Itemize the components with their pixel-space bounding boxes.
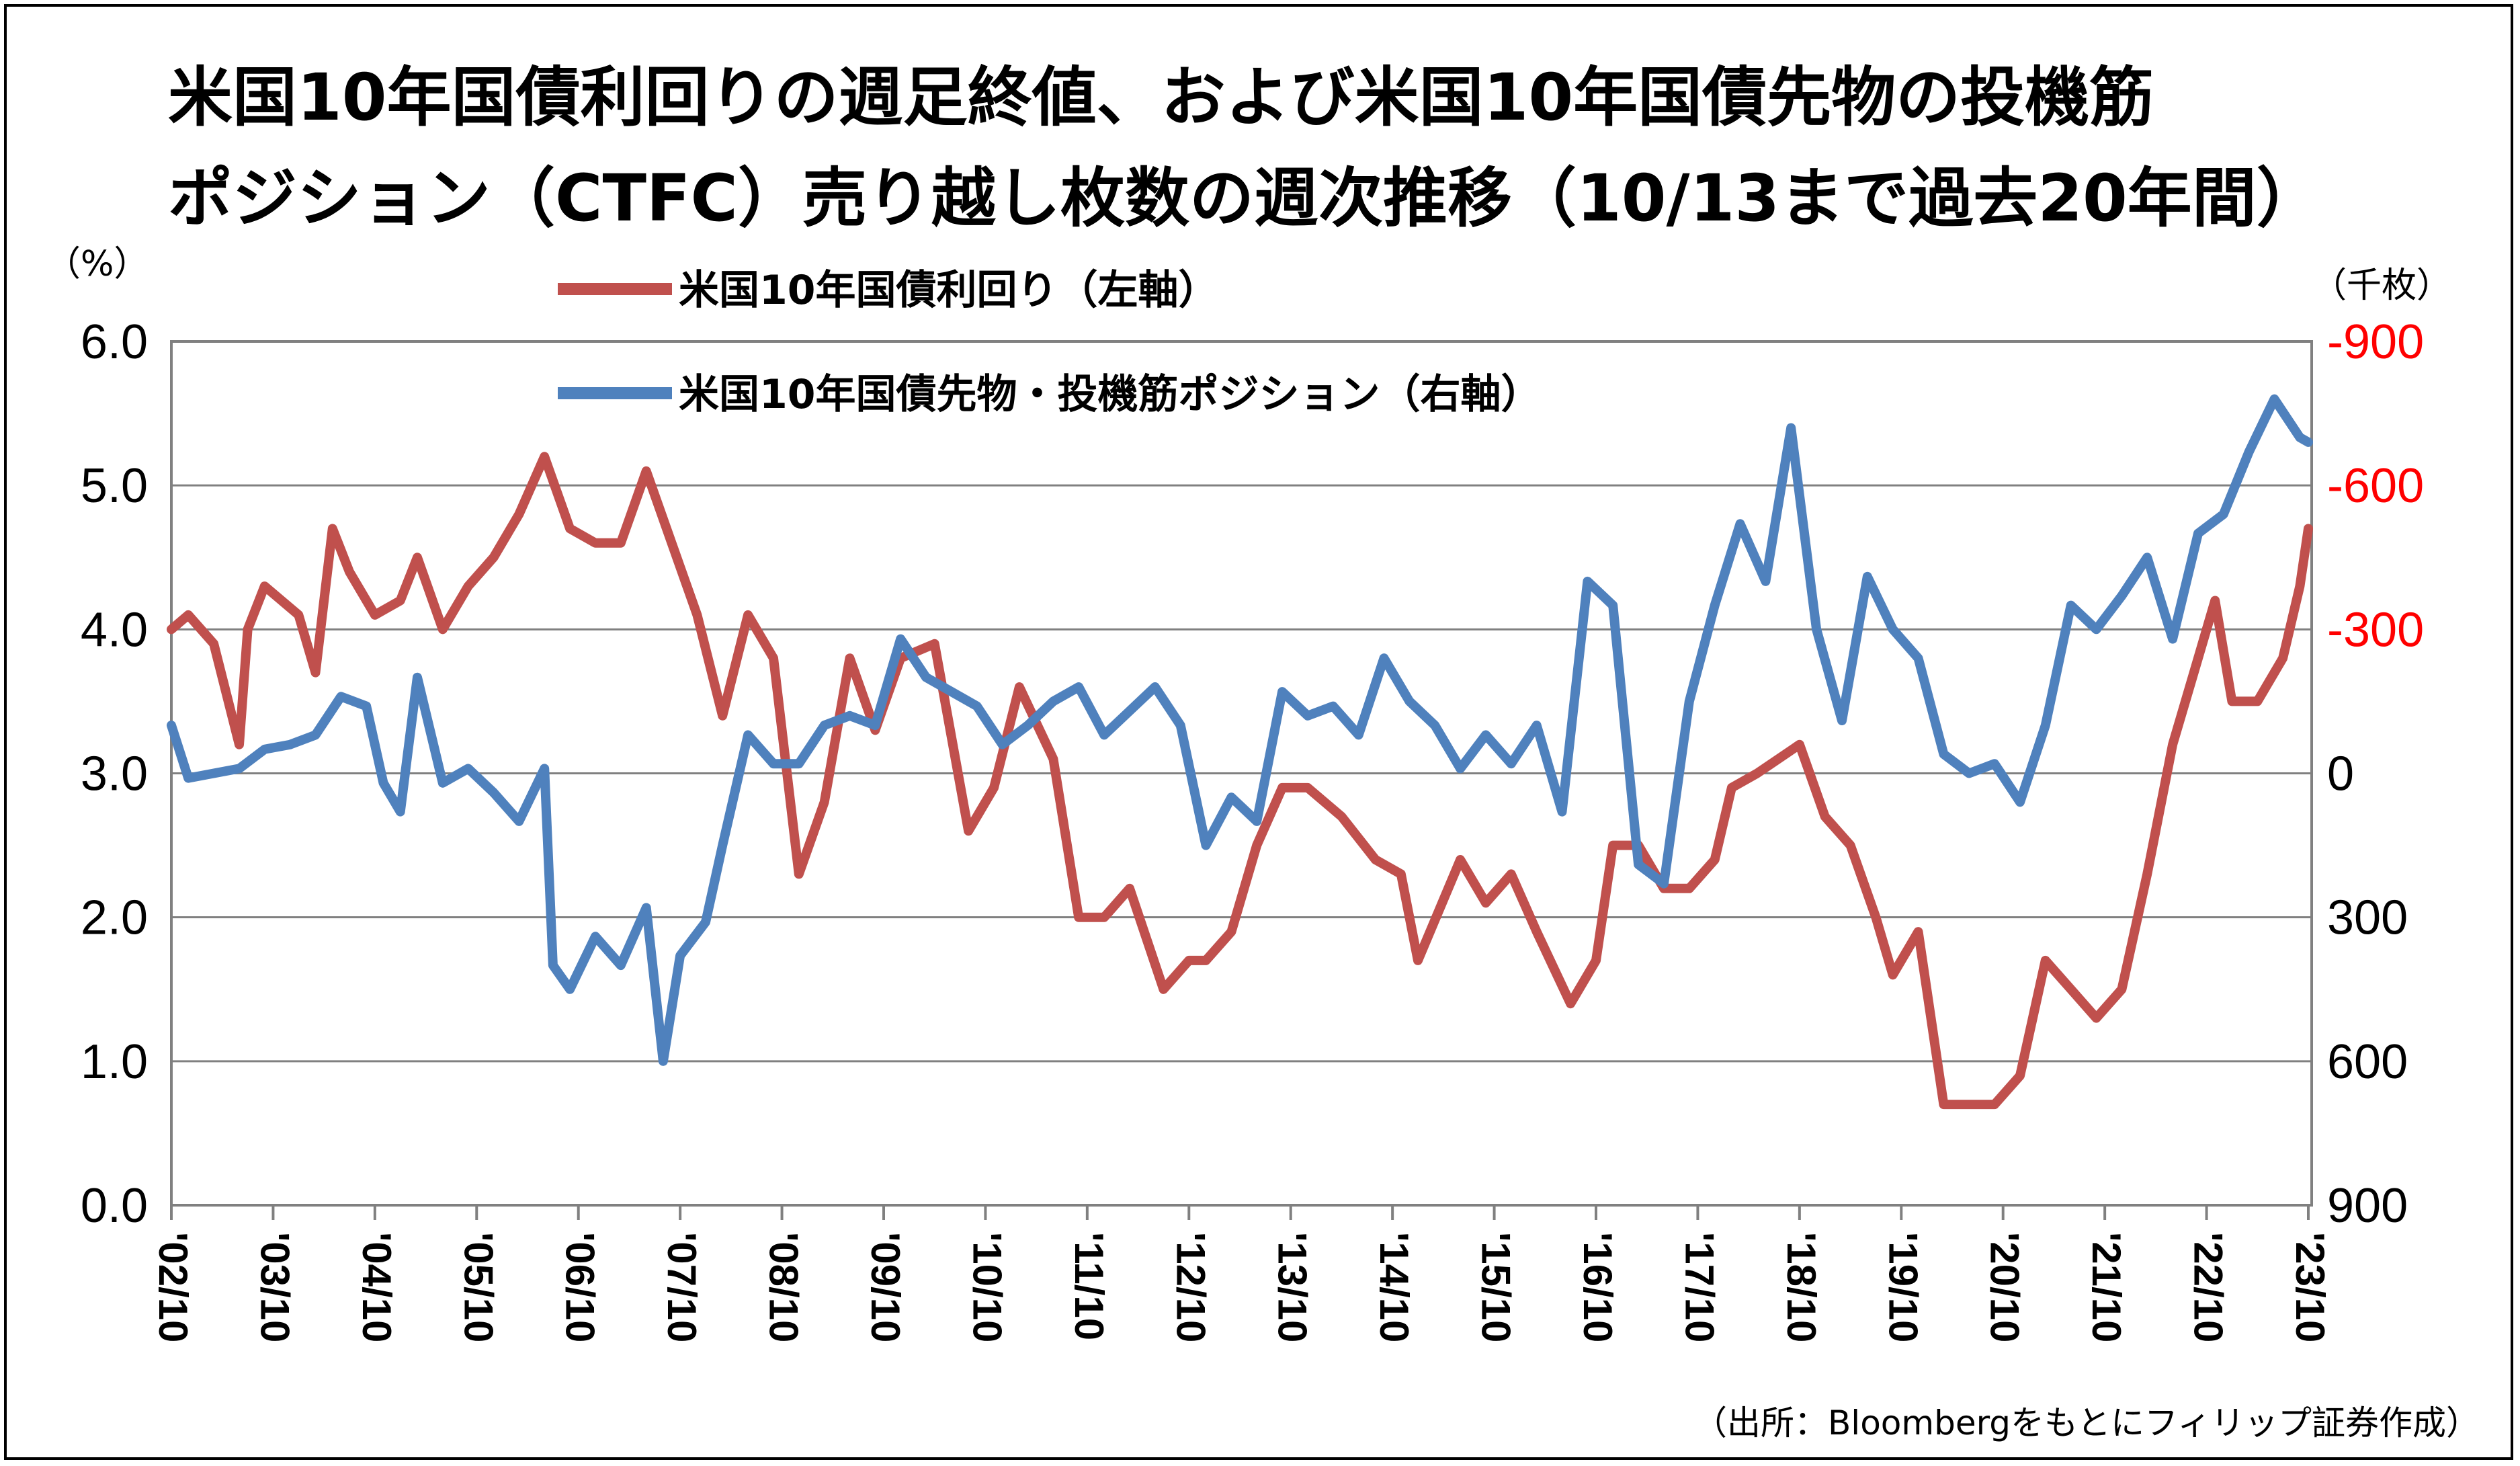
chart-frame: [4, 4, 2513, 1460]
left-tick-label: 6.0: [81, 315, 148, 369]
x-tick-label: '04/10: [354, 1232, 399, 1342]
legend: 米国10年国債利回り（左軸） 米国10年国債先物・投機筋ポジション（右軸）: [558, 267, 1542, 418]
left-tick-label: 5.0: [81, 459, 148, 513]
x-tick-label: '12/10: [1168, 1232, 1213, 1342]
right-tick-label: -900: [2327, 315, 2424, 369]
source-note: （出所：Bloombergをもとにフィリップ証券作成）: [1693, 1403, 2480, 1442]
x-tick-label: '19/10: [1880, 1232, 1925, 1342]
position-series-line: [167, 394, 2313, 1066]
right-tick-label: 300: [2327, 891, 2408, 945]
x-tick-label: '07/10: [659, 1232, 704, 1342]
x-tick-label: '20/10: [1982, 1232, 2027, 1342]
right-tick-label: -300: [2327, 603, 2424, 657]
x-tick-label: '10/10: [964, 1232, 1009, 1342]
left-axis-ticks: 6.0 5.0 4.0 3.0 2.0 1.0 0.0: [81, 315, 148, 1233]
x-tick-label: '06/10: [558, 1232, 603, 1342]
title-line-2: ポジション（CTFC）売り越し枚数の週次推移（10/13まで過去20年間）: [168, 161, 2321, 236]
right-tick-label: 0: [2327, 747, 2354, 801]
legend-label-position: 米国10年国債先物・投機筋ポジション（右軸）: [679, 371, 1542, 418]
left-tick-label: 0.0: [81, 1179, 148, 1233]
left-tick-label: 4.0: [81, 603, 148, 657]
right-tick-label: 600: [2327, 1035, 2408, 1089]
x-tick-label: '09/10: [863, 1232, 908, 1342]
x-tick-label: '17/10: [1677, 1232, 1722, 1342]
left-axis-unit: （%）: [46, 244, 149, 284]
right-axis-unit: （千枚）: [2312, 266, 2451, 306]
left-tick-label: 3.0: [81, 747, 148, 801]
yield-series-line: [167, 452, 2313, 1110]
title-line-1: 米国10年国債利回りの週足終値、および米国10年国債先物の投機筋: [168, 60, 2154, 135]
x-tick-label: '08/10: [761, 1232, 806, 1342]
x-tick-label: '05/10: [456, 1232, 501, 1342]
legend-label-yield: 米国10年国債利回り（左軸）: [679, 267, 1219, 314]
left-tick-label: 1.0: [81, 1035, 148, 1089]
x-tick-label: '02/10: [151, 1232, 196, 1342]
x-tick-label: '03/10: [252, 1232, 297, 1342]
x-tick-label: '13/10: [1270, 1232, 1315, 1342]
series-layer: [167, 394, 2313, 1110]
right-tick-label: -600: [2327, 459, 2424, 513]
x-tick-label: '21/10: [2084, 1232, 2129, 1342]
left-tick-label: 2.0: [81, 891, 148, 945]
x-tick-label: '16/10: [1575, 1232, 1620, 1342]
x-tick-label: '14/10: [1372, 1232, 1417, 1342]
x-tick-label: '18/10: [1779, 1232, 1824, 1342]
right-axis-ticks: -900 -600 -300 0 300 600 900: [2327, 315, 2424, 1233]
chart-title: 米国10年国債利回りの週足終値、および米国10年国債先物の投機筋 ポジション（C…: [168, 47, 2480, 249]
x-axis: '02/10 '03/10 '04/10 '05/10 '06/10 '07/10 '08/…: [151, 1205, 2333, 1342]
x-tick-label: '22/10: [2186, 1232, 2231, 1342]
x-tick-label: '23/10: [2287, 1232, 2333, 1342]
right-tick-label: 900: [2327, 1179, 2408, 1233]
x-tick-label: '11/10: [1066, 1232, 1111, 1340]
x-tick-label: '15/10: [1474, 1232, 1519, 1342]
